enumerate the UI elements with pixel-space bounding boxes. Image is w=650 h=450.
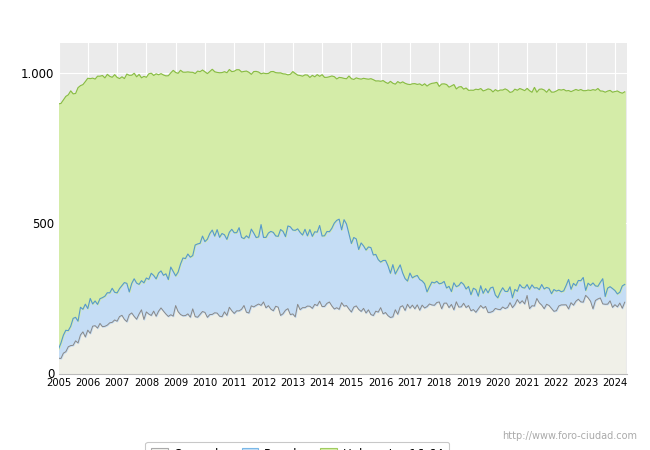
- Text: Esparragalejo - Evolucion de la poblacion en edad de Trabajar Mayo de 2024: Esparragalejo - Evolucion de la poblacio…: [70, 13, 580, 26]
- Text: http://www.foro-ciudad.com: http://www.foro-ciudad.com: [502, 431, 637, 441]
- Legend: Ocupados, Parados, Hab. entre 16-64: Ocupados, Parados, Hab. entre 16-64: [146, 442, 449, 450]
